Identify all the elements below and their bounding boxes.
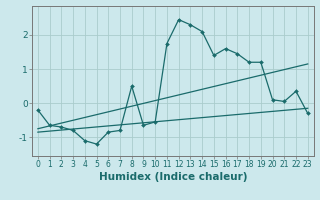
X-axis label: Humidex (Indice chaleur): Humidex (Indice chaleur) [99, 172, 247, 182]
